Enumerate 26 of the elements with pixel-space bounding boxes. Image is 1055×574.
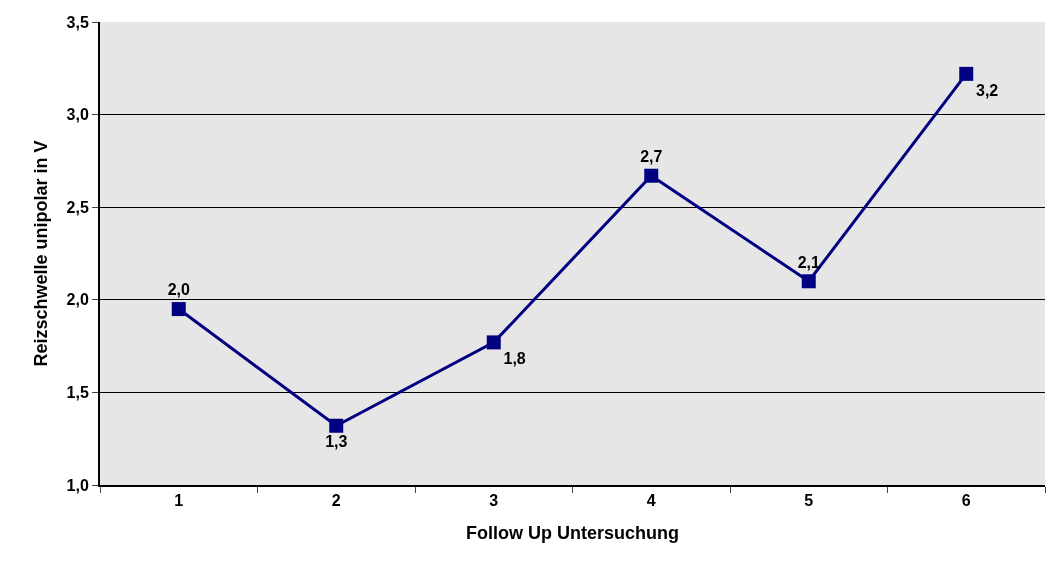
data-label: 2,7 [640, 147, 663, 165]
y-tick-label: 2,5 [66, 198, 89, 216]
data-label: 2,0 [167, 281, 190, 299]
data-label: 3,2 [976, 81, 999, 99]
y-tick-label: 1,5 [66, 384, 89, 401]
point [486, 335, 501, 350]
x-tick-label: 6 [961, 492, 971, 510]
data-label: 2,1 [797, 253, 820, 271]
point [329, 418, 344, 433]
point [644, 168, 659, 183]
point [801, 274, 816, 289]
x-axis-title: Follow Up Untersuchung [466, 522, 679, 543]
y-tick-label: 3,5 [66, 13, 89, 31]
y-tick-label: 3,0 [66, 106, 89, 124]
point [171, 302, 186, 317]
x-tick-label: 3 [489, 492, 499, 510]
y-axis-title: Reizschwelle unipolar in V [31, 140, 52, 367]
data-label: 1,3 [325, 433, 348, 451]
y-tick-label: 1,0 [66, 476, 89, 494]
y-tick-label: 2,0 [66, 291, 89, 309]
point [959, 66, 974, 81]
x-tick-label: 1 [174, 492, 184, 510]
x-tick-label: 4 [646, 492, 656, 510]
x-tick-label: 5 [804, 492, 814, 510]
x-tick-label: 2 [331, 492, 341, 510]
data-label: 1,8 [503, 350, 526, 368]
